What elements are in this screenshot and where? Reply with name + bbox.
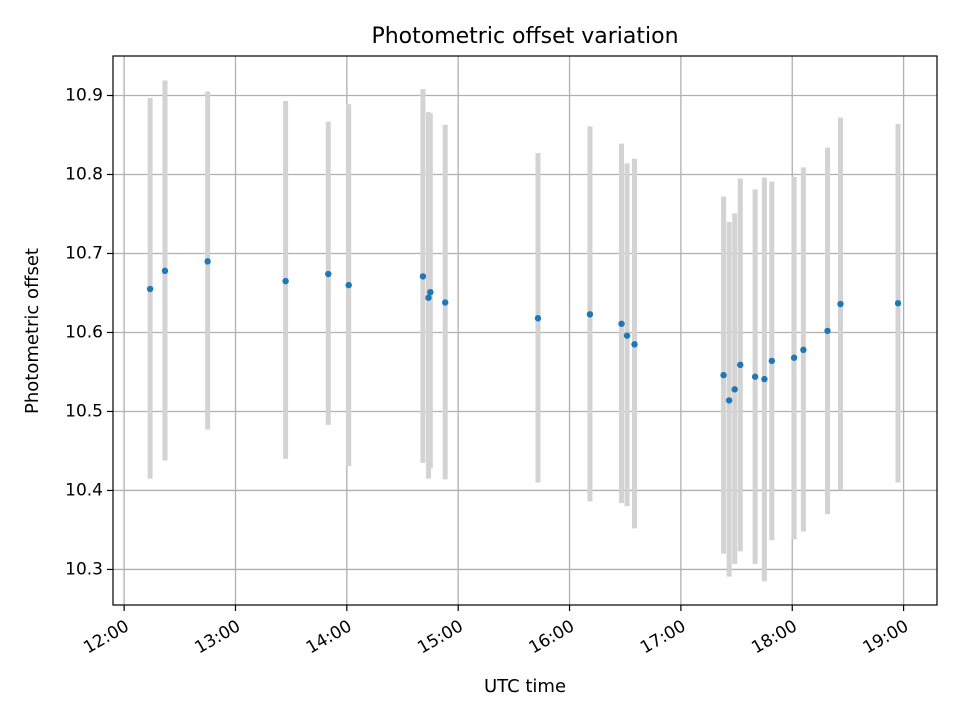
data-point	[837, 300, 844, 308]
y-tick-label: 10.8	[65, 164, 103, 184]
data-point	[800, 346, 807, 354]
y-tick-label: 10.9	[65, 85, 103, 105]
data-point	[425, 294, 432, 301]
x-tick-label: 13:00	[192, 616, 244, 658]
data-point	[345, 281, 352, 289]
data-point	[623, 332, 631, 339]
data-point	[282, 277, 289, 285]
data-point	[720, 371, 727, 379]
data-point	[441, 299, 449, 306]
data-point	[824, 327, 831, 335]
data-point	[731, 386, 738, 393]
data-point	[161, 267, 169, 275]
data-point	[768, 357, 776, 365]
data-point	[894, 300, 902, 307]
data-point	[737, 361, 744, 369]
x-axis-ticks: 12:00 13:00 14:00 15:00 16:00 17:00 18:00 19:00	[80, 605, 912, 658]
x-tick-label: 18:00	[748, 616, 800, 658]
data-point	[586, 311, 594, 318]
y-tick-label: 10.5	[65, 401, 103, 421]
data-point	[618, 320, 625, 327]
data-point	[761, 375, 768, 383]
y-tick-label: 10.3	[65, 559, 103, 579]
data-point	[790, 354, 798, 361]
data-points	[146, 258, 902, 404]
x-tick-label: 15:00	[414, 616, 466, 658]
data-point	[325, 270, 332, 278]
data-point	[631, 341, 638, 348]
data-point	[427, 288, 434, 296]
plot-frame	[112, 55, 938, 606]
x-tick-label: 16:00	[526, 616, 578, 658]
x-axis-label: UTC time	[484, 676, 566, 697]
x-tick-label: 14:00	[303, 616, 355, 658]
data-point	[534, 315, 542, 322]
y-tick-label: 10.7	[65, 243, 103, 263]
data-point	[725, 397, 733, 404]
data-point	[146, 285, 154, 293]
y-tick-label: 10.4	[65, 480, 103, 500]
y-axis-label: Photometric offset	[22, 248, 43, 414]
x-tick-label: 17:00	[637, 616, 689, 658]
data-point	[419, 273, 427, 280]
x-tick-label: 19:00	[860, 616, 912, 658]
error-bars	[147, 80, 901, 582]
chart-title: Photometric offset variation	[371, 24, 678, 49]
data-point	[751, 373, 759, 380]
x-tick-label: 12:00	[80, 616, 132, 658]
y-axis-ticks: 10.3 10.4 10.5 10.6 10.7 10.8 10.9	[65, 85, 113, 579]
y-tick-label: 10.6	[65, 322, 103, 342]
grid	[113, 56, 937, 605]
data-point	[204, 258, 211, 265]
